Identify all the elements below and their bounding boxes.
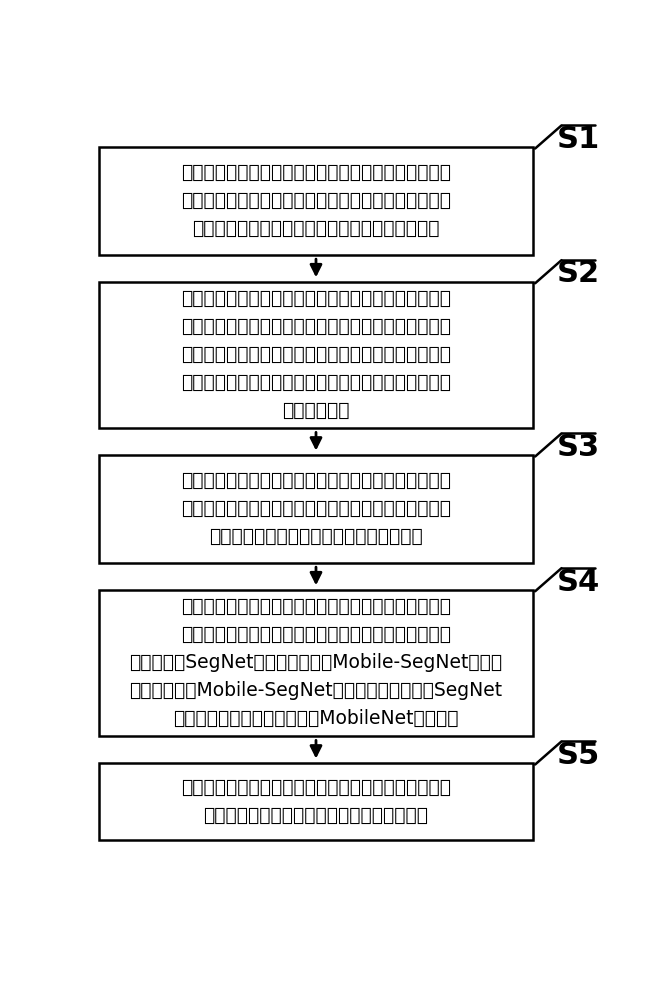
Text: 通过改变超材料结构的体积分数、惩罚指数、过滤半径
和过滤方式的取值进行有限元分析获得超材料结构的多
组拓扑构型以及所述拓扑构型对应的弹性张量矩阵: 通过改变超材料结构的体积分数、惩罚指数、过滤半径 和过滤方式的取值进行有限元分析… xyxy=(181,163,451,238)
Text: 以所述属性值为输入并以多种所述拓扑构型为输出对神
经网络进行训练获得训练完成的神经网络，其中，所述
神经网络为SegNet卷积神经网络或Mobile-SegNe: 以所述属性值为输入并以多种所述拓扑构型为输出对神 经网络进行训练获得训练完成的神… xyxy=(129,597,502,728)
Text: S1: S1 xyxy=(557,125,600,154)
Text: S4: S4 xyxy=(557,568,600,597)
Bar xyxy=(99,763,533,840)
Bar xyxy=(99,282,533,428)
Bar xyxy=(99,455,533,563)
Text: 获得待设计拓扑构型的属性值并对其属性值编码后输入
训练完成的神经网络获得对应的多种拓扑构型: 获得待设计拓扑构型的属性值并对其属性值编码后输入 训练完成的神经网络获得对应的多… xyxy=(181,778,451,825)
Text: S3: S3 xyxy=(557,433,600,462)
Text: S2: S2 xyxy=(557,259,600,288)
Bar xyxy=(99,147,533,255)
Text: S5: S5 xyxy=(557,741,600,770)
Text: 选取所述弹性张量矩阵中的表征拓扑构型结构的特征值
，将多组所述特征值进行比较，进而将特征值的差值在
预设范围内的特征值进行平均其平均值作为多组拓扑构
型对应的属: 选取所述弹性张量矩阵中的表征拓扑构型结构的特征值 ，将多组所述特征值进行比较，进… xyxy=(181,289,451,420)
Text: 将每组所述属性值编码为单通道张量信息，并将多种所
述拓扑构型编码为对应数量的多通道张量信息，多组所
述属性值和对应的多种拓扑构型组成数据集: 将每组所述属性值编码为单通道张量信息，并将多种所 述拓扑构型编码为对应数量的多通… xyxy=(181,471,451,546)
Bar xyxy=(99,590,533,736)
